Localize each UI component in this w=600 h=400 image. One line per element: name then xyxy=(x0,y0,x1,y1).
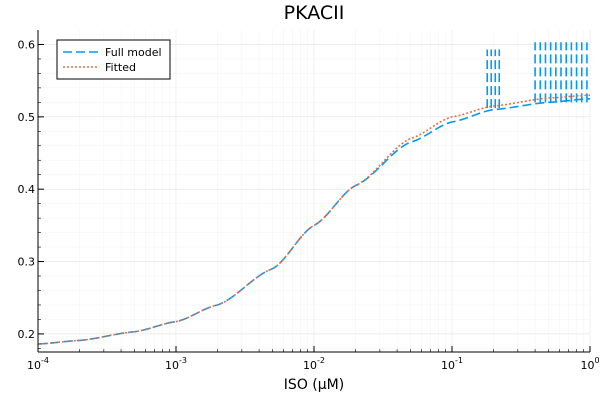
y-tick-label: 0.6 xyxy=(18,38,36,51)
grid xyxy=(37,30,591,352)
x-tick-label: 100 xyxy=(580,356,599,372)
legend-box xyxy=(56,39,171,80)
series-line-fitted xyxy=(37,94,591,345)
legend: Full model Fitted xyxy=(56,39,171,80)
x-tick-label: 10-4 xyxy=(27,356,49,372)
chart-title: PKACII xyxy=(284,2,345,24)
legend-label-full-model: Full model xyxy=(105,46,162,59)
y-tick-label: 0.4 xyxy=(18,183,36,196)
legend-label-fitted: Fitted xyxy=(105,61,136,74)
y-tick-label: 0.2 xyxy=(18,328,36,341)
y-tick-label: 0.5 xyxy=(18,111,36,124)
x-tick-label: 10-2 xyxy=(303,356,325,372)
series-layer xyxy=(37,42,591,345)
x-axis-title: ISO (μM) xyxy=(284,377,344,393)
y-tick-label: 0.3 xyxy=(18,256,36,269)
y-ticks: 0.2 0.3 0.4 0.5 0.6 xyxy=(18,38,44,349)
x-tick-label: 10-1 xyxy=(441,356,463,372)
x-tick-label: 10-3 xyxy=(165,356,187,372)
x-ticks: 10-4 10-3 10-2 10-1 100 xyxy=(27,346,600,372)
